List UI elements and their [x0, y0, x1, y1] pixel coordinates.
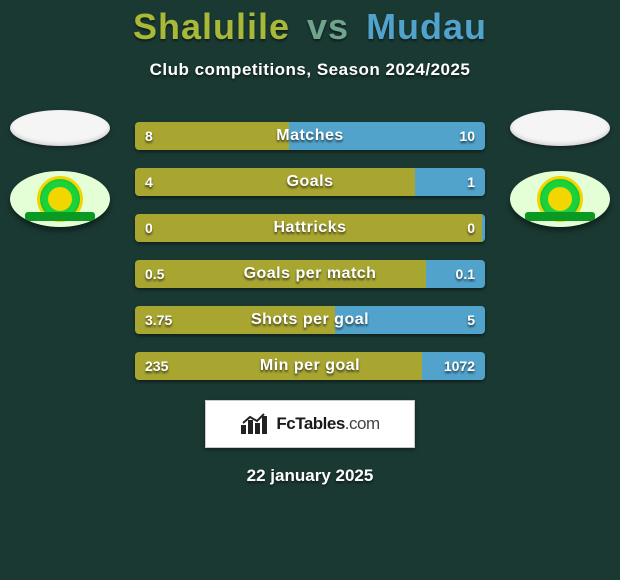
date: 22 january 2025: [0, 466, 620, 486]
bar-segment-b: [426, 260, 486, 288]
subtitle: Club competitions, Season 2024/2025: [0, 60, 620, 80]
brand-box: FcTables.com: [205, 400, 415, 448]
bar-segment-b: [335, 306, 486, 334]
stat-row: Shots per goal3.755: [135, 306, 485, 334]
stat-row: Min per goal2351072: [135, 352, 485, 380]
bar-segment-a: [135, 168, 415, 196]
stat-row: Goals per match0.50.1: [135, 260, 485, 288]
bar-segment-b: [422, 352, 485, 380]
brand-name: FcTables: [276, 414, 344, 433]
stat-row: Matches810: [135, 122, 485, 150]
stat-bars: Matches810 Goals41 Hattricks00 Goals per ma…: [135, 122, 485, 380]
bar-segment-b: [415, 168, 485, 196]
comparison-title: Shalulile vs Mudau: [0, 0, 620, 48]
brand-chart-icon: [240, 413, 270, 435]
player-a-name: Shalulile: [133, 6, 290, 47]
bar-segment-a: [135, 352, 422, 380]
bar-segment-b: [289, 122, 485, 150]
player-b-club-badge: [510, 171, 610, 227]
bar-segment-a: [135, 214, 482, 242]
player-b-flag: [510, 110, 610, 146]
left-column: [0, 110, 120, 227]
brand-tld: .com: [345, 414, 380, 433]
right-column: [500, 110, 620, 227]
brand-text: FcTables.com: [276, 414, 379, 434]
stat-row: Hattricks00: [135, 214, 485, 242]
bar-segment-b: [482, 214, 486, 242]
stat-row: Goals41: [135, 168, 485, 196]
bar-segment-a: [135, 306, 335, 334]
vs-text: vs: [307, 6, 349, 47]
player-b-name: Mudau: [366, 6, 487, 47]
bar-segment-a: [135, 260, 426, 288]
player-a-flag: [10, 110, 110, 146]
player-a-club-badge: [10, 171, 110, 227]
bar-segment-a: [135, 122, 289, 150]
